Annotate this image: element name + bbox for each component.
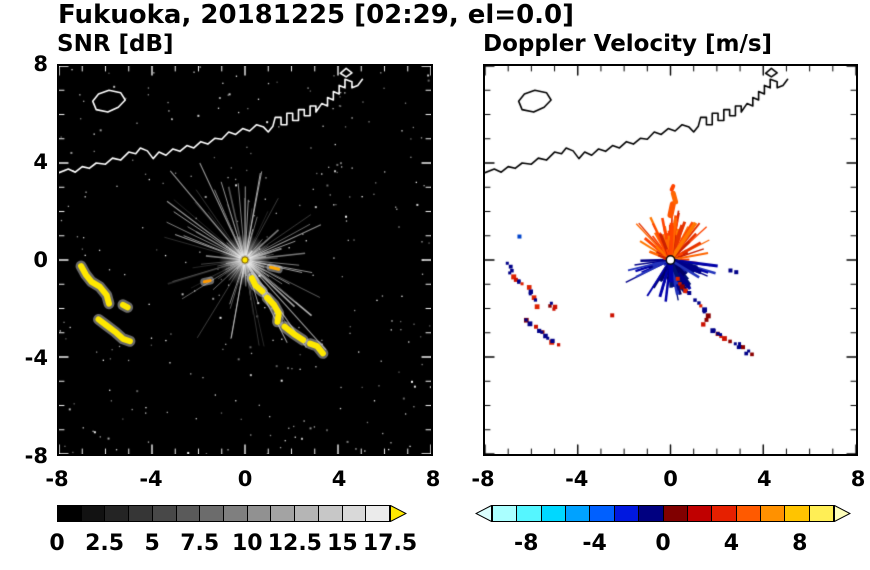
colorbar-segment	[712, 506, 737, 521]
colorbar-tick-label: 0	[49, 531, 65, 556]
snr-x-axis-tick-labels: -8 -4 0 4 8	[45, 467, 440, 493]
colorbar-segment	[342, 506, 367, 521]
colorbar-segment	[176, 506, 201, 521]
y-axis-tick-labels: 8 4 0 -4 -8	[6, 52, 50, 468]
colorbar-tick-label: 10	[231, 531, 263, 556]
colorbar-segment	[224, 506, 248, 521]
doppler-colorbar-bar	[492, 505, 834, 522]
colorbar-segment	[493, 506, 518, 521]
snr-colorbar	[57, 505, 407, 522]
colorbar-segment	[152, 506, 177, 521]
axis-tick-label: -8	[45, 467, 69, 491]
colorbar-segment	[318, 506, 343, 521]
axis-tick-label: 0	[237, 467, 253, 491]
axis-tick-label: 4	[331, 467, 347, 491]
snr-radar-image	[59, 66, 431, 454]
colorbar-segment	[105, 506, 130, 521]
snr-panel-title: SNR [dB]	[57, 31, 174, 57]
colorbar-tick-label: 12.5	[267, 531, 322, 556]
doppler-panel-title: Doppler Velocity [m/s]	[483, 31, 773, 57]
axis-tick-label: 0	[663, 467, 678, 491]
doppler-colorbar-tick-labels: -8 -4 0 4 8	[492, 531, 834, 559]
doppler-radar-image	[485, 66, 856, 454]
axis-tick-label: 4	[756, 467, 772, 491]
axis-tick-label: 4	[33, 150, 48, 174]
left-arrow-icon	[475, 505, 492, 522]
colorbar-segment	[541, 506, 567, 521]
colorbar-segment	[614, 506, 640, 521]
colorbar-segment	[81, 506, 106, 521]
colorbar-tick-label: 15	[327, 531, 358, 556]
right-arrow-icon	[834, 505, 851, 522]
colorbar-segment	[271, 506, 296, 521]
colorbar-segment	[687, 506, 713, 521]
axis-tick-label: -8	[24, 444, 48, 468]
colorbar-segment	[295, 506, 319, 521]
colorbar-segment	[736, 506, 761, 521]
colorbar-tick-label: -8	[513, 531, 539, 556]
colorbar-tick-label: 0	[655, 531, 671, 556]
colorbar-segment	[200, 506, 225, 521]
axis-tick-label: 8	[850, 467, 866, 491]
colorbar-tick-label: 17.5	[362, 531, 418, 556]
colorbar-segment	[590, 506, 615, 521]
colorbar-segment	[760, 506, 786, 521]
colorbar-segment	[639, 506, 664, 521]
colorbar-tick-label: 4	[723, 531, 740, 556]
colorbar-segment	[663, 506, 688, 521]
colorbar-segment	[517, 506, 542, 521]
colorbar-segment	[785, 506, 810, 521]
snr-plot-frame	[57, 64, 433, 456]
colorbar-tick-label: 5	[144, 531, 160, 556]
colorbar-segment	[366, 506, 390, 521]
doppler-plot-frame	[483, 64, 858, 456]
axis-tick-label: 0	[33, 248, 48, 272]
colorbar-segment	[58, 506, 82, 521]
doppler-colorbar	[475, 505, 851, 522]
figure-title: Fukuoka, 20181225 [02:29, el=0.0]	[58, 0, 575, 30]
axis-tick-label: 8	[425, 467, 441, 491]
colorbar-segment	[247, 506, 272, 521]
right-arrow-icon	[390, 505, 407, 522]
snr-colorbar-tick-labels: 0 2.5 5 7.5 10 12.5 15 17.5	[49, 531, 417, 559]
axis-tick-label: -4	[565, 467, 589, 491]
doppler-x-axis-tick-labels: -8 -4 0 4 8	[471, 467, 865, 493]
axis-tick-label: -4	[139, 467, 163, 491]
colorbar-tick-label: 8	[792, 531, 808, 556]
colorbar-segment	[809, 506, 834, 521]
colorbar-segment	[566, 506, 591, 521]
colorbar-segment	[129, 506, 153, 521]
colorbar-tick-label: 7.5	[180, 531, 220, 556]
colorbar-tick-label: 2.5	[85, 531, 125, 556]
colorbar-tick-label: -4	[582, 531, 607, 556]
axis-tick-label: 8	[33, 52, 48, 76]
axis-tick-label: -8	[471, 467, 495, 491]
axis-tick-label: -4	[24, 346, 48, 370]
snr-colorbar-bar	[57, 505, 390, 522]
